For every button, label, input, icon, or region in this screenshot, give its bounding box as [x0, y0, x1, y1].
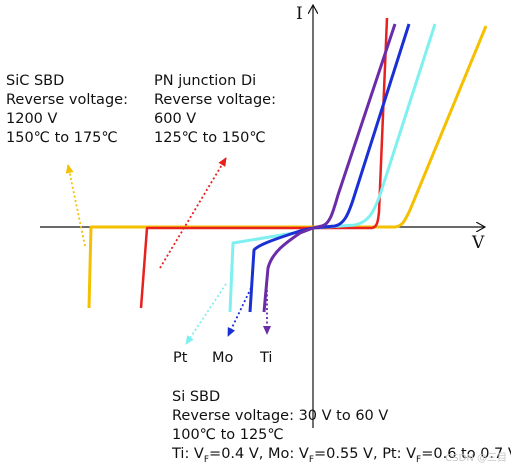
pt-label: Pt [173, 350, 188, 366]
ti-label: Ti [260, 350, 273, 366]
sic-pointer-arrow [65, 164, 86, 247]
sic-sbd-line-4: 150℃ to 175℃ [6, 130, 118, 146]
pt-pointer-arrow [185, 283, 227, 345]
ti-vf-value: =0.4 V, [209, 446, 264, 462]
si-sbd-title: Si SBD [172, 389, 221, 405]
pt-vf-value: =0.6 to 0.7 V [421, 446, 511, 462]
mo-vf-sub: F [308, 454, 314, 465]
pn-line-4: 125℃ to 150℃ [154, 130, 266, 146]
pn-junction-label: PN junction Di Reverse voltage: 600 V 12… [154, 72, 276, 148]
sic-sbd-line-3: 1200 V [6, 111, 58, 127]
pt-vf-sub: F [416, 454, 422, 465]
ti-curve [262, 23, 397, 313]
sic-sbd-label: SiC SBD Reverse voltage: 1200 V 150℃ to … [6, 72, 128, 148]
pn-line-2: Reverse voltage: [154, 92, 276, 108]
pn-pointer-arrow [159, 157, 227, 269]
pn-line-3: 600 V [154, 111, 197, 127]
pt-vf-prefix: Pt: V [382, 446, 417, 462]
mo-vf-value: =0.55 V, [314, 446, 378, 462]
pn-junction-curve [139, 17, 389, 309]
si-sbd-reverse: Reverse voltage: 30 V to 60 V [172, 408, 389, 424]
si-sbd-vf: Ti: VF=0.4 V, Mo: VF=0.55 V, Pt: VF=0.6 … [172, 445, 511, 470]
mo-label: Mo [212, 350, 234, 366]
watermark: CSDN @三目 [445, 453, 507, 464]
sic-sbd-line-1: SiC SBD [6, 73, 65, 89]
ti-vf-sub: F [203, 454, 210, 465]
pn-line-1: PN junction Di [154, 73, 257, 89]
x-axis-label: V [472, 233, 485, 253]
si-sbd-label: Si SBD Reverse voltage: 30 V to 60 V 100… [172, 388, 511, 470]
ti-vf-prefix: Ti: V [172, 446, 204, 462]
si-sbd-temp: 100℃ to 125℃ [172, 427, 284, 443]
sic-sbd-curve [87, 25, 488, 309]
mo-vf-prefix: Mo: V [268, 446, 309, 462]
sic-sbd-line-2: Reverse voltage: [6, 92, 128, 108]
pt-curve [228, 23, 437, 313]
y-axis-label: I [296, 4, 303, 24]
